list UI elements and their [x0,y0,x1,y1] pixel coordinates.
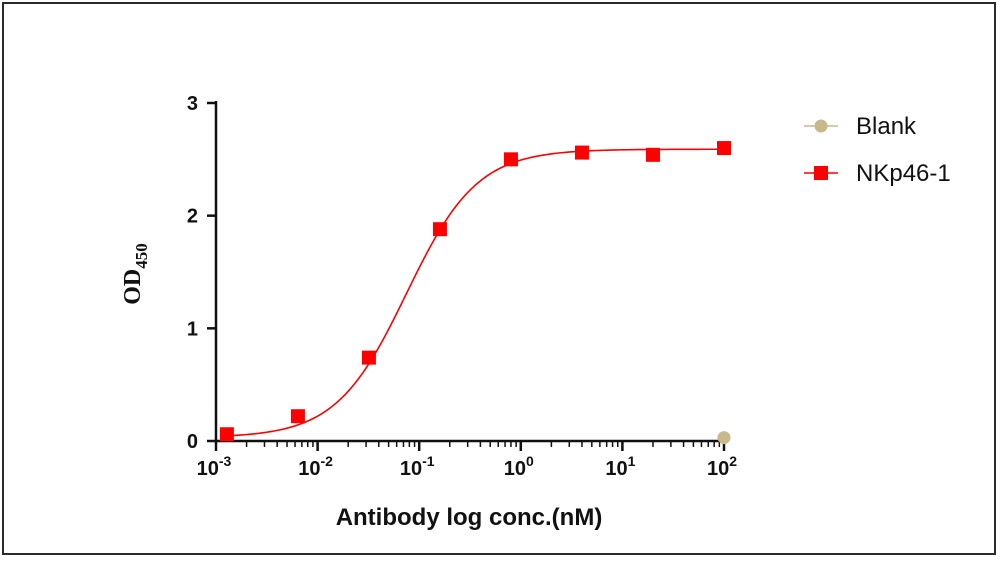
y-tick-label: 3 [187,93,198,115]
chart-svg: 0 1 2 3 10-3 10-2 10-1 100 101 102 Antibody log c… [4,4,998,557]
x-tick-label: 102 [707,453,737,480]
points [220,141,731,444]
x-tick-label: 101 [605,453,635,480]
fit-curve-nkp46-1 [227,149,724,436]
data-point-nkp46-1 [362,351,376,365]
x-tick-label: 10-2 [298,453,333,480]
y-axis-title-sub: 450 [132,243,151,269]
data-point-nkp46-1 [220,427,234,441]
x-axis-title: Antibody log conc.(nM) [336,504,603,531]
data-point-nkp46-1 [504,152,518,166]
legend-marker-blank [815,120,828,133]
y-tick-label: 2 [187,206,198,228]
y-tick-label: 0 [187,431,198,453]
data-point-nkp46-1 [291,409,305,423]
legend: Blank NKp46-1 [804,113,951,187]
data-point-nkp46-1 [717,141,731,155]
data-point-nkp46-1 [433,222,447,236]
y-axis-title-main: OD [120,269,146,305]
data-point-blank [718,431,731,444]
legend-label-nkp46-1: NKp46-1 [856,160,951,187]
chart-frame: 0 1 2 3 10-3 10-2 10-1 100 101 102 Antibody log c… [2,2,996,555]
legend-marker-nkp46-1 [814,166,828,180]
legend-label-blank: Blank [856,113,917,140]
data-point-nkp46-1 [575,146,589,160]
fit-curve-group [227,149,724,436]
x-tick-label: 100 [504,453,534,480]
y-axis-title: OD450 [120,243,151,305]
x-tick-label: 10-3 [197,453,232,480]
data-point-nkp46-1 [646,148,660,162]
y-tick-label: 1 [187,318,198,340]
x-tick-label: 10-1 [400,453,435,480]
